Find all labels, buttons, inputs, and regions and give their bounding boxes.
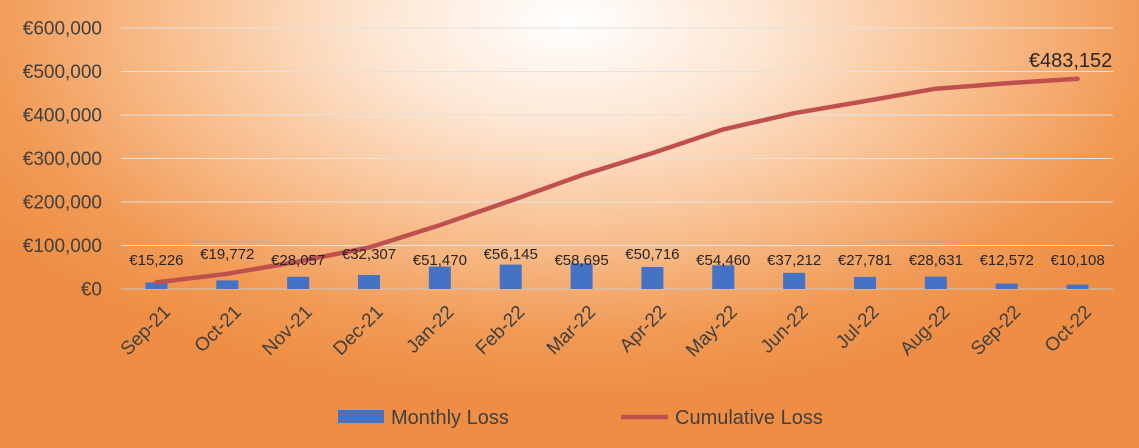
- gridlines: [121, 27, 1113, 290]
- legend: Monthly Loss Cumulative Loss: [338, 407, 823, 429]
- x-axis-tick-labels: Sep-21 Oct-21 Nov-21 Dec-21 Jan-22 Feb-22 Mar-…: [117, 302, 1096, 362]
- y-tick-label: €300,000: [23, 149, 102, 170]
- bar-data-label: €27,781: [838, 252, 892, 269]
- y-tick-label: €100,000: [23, 236, 102, 257]
- legend-swatch-monthly-loss: [338, 410, 384, 423]
- bar-monthly-loss: [1066, 284, 1089, 289]
- bar-monthly-loss: [854, 276, 876, 289]
- bar-monthly-loss: [358, 274, 380, 289]
- bar-monthly-loss: [428, 266, 451, 289]
- y-axis-tick-labels: €0 €100,000 €200,000 €300,000 €400,000 €500,0…: [23, 19, 102, 301]
- legend-label-cumulative-loss: Cumulative Loss: [675, 407, 823, 429]
- bar-data-label: €19,772: [200, 246, 254, 263]
- y-tick-label: €600,000: [23, 19, 102, 40]
- x-tick-label: Aug-22: [896, 302, 954, 360]
- bar-monthly-loss: [570, 263, 593, 289]
- monthly-loss-bars: [145, 263, 1089, 289]
- cumulative-loss-end-label: €483,152: [1029, 50, 1112, 72]
- cumulative-loss-line: €483,152: [154, 50, 1112, 285]
- bar-data-labels: €15,226 €19,772 €28,057 €32,307 €51,470 €56,1…: [129, 246, 1104, 269]
- bar-monthly-loss: [641, 266, 664, 289]
- bar-data-label: €10,108: [1050, 252, 1104, 269]
- legend-label-monthly-loss: Monthly Loss: [391, 407, 509, 429]
- x-tick-label: Oct-22: [1041, 302, 1096, 357]
- bar-data-label: €28,631: [909, 252, 963, 269]
- bar-data-label: €50,716: [625, 246, 679, 263]
- bar-data-label: €54,460: [696, 252, 750, 269]
- bar-monthly-loss: [924, 276, 947, 289]
- y-tick-label: €500,000: [23, 62, 102, 83]
- bar-data-label: €15,226: [129, 252, 183, 269]
- bar-data-label: €28,057: [271, 252, 325, 269]
- bar-data-label: €32,307: [342, 246, 396, 263]
- x-tick-label: Jul-22: [832, 302, 883, 353]
- y-tick-label: €400,000: [23, 106, 102, 127]
- y-tick-label: €200,000: [23, 193, 102, 214]
- bar-data-label: €37,212: [767, 252, 821, 269]
- bar-data-label: €58,695: [554, 252, 608, 269]
- y-tick-label: €0: [81, 280, 102, 301]
- x-tick-label: Sep-22: [967, 302, 1025, 360]
- bar-data-label: €12,572: [980, 252, 1034, 269]
- bar-monthly-loss: [995, 283, 1018, 289]
- bar-monthly-loss: [216, 280, 239, 289]
- line-cumulative-loss: [154, 76, 1080, 285]
- x-tick-label: Sep-21: [117, 302, 175, 360]
- x-tick-label: Jun-22: [757, 302, 813, 358]
- bar-monthly-loss: [712, 265, 735, 289]
- x-tick-label: Nov-21: [259, 302, 317, 360]
- x-tick-label: Apr-22: [616, 302, 671, 357]
- bar-monthly-loss: [145, 282, 168, 289]
- bar-monthly-loss: [783, 272, 806, 289]
- x-tick-label: Mar-22: [543, 302, 600, 359]
- x-tick-label: May-22: [682, 302, 742, 362]
- bar-data-label: €51,470: [413, 252, 467, 269]
- bar-data-label: €56,145: [484, 246, 538, 263]
- x-tick-label: Feb-22: [472, 302, 529, 359]
- x-tick-label: Oct-21: [191, 302, 246, 357]
- x-tick-label: Dec-21: [329, 302, 387, 360]
- x-tick-label: Jan-22: [403, 302, 459, 358]
- bar-monthly-loss: [287, 276, 310, 289]
- bar-monthly-loss: [499, 264, 522, 289]
